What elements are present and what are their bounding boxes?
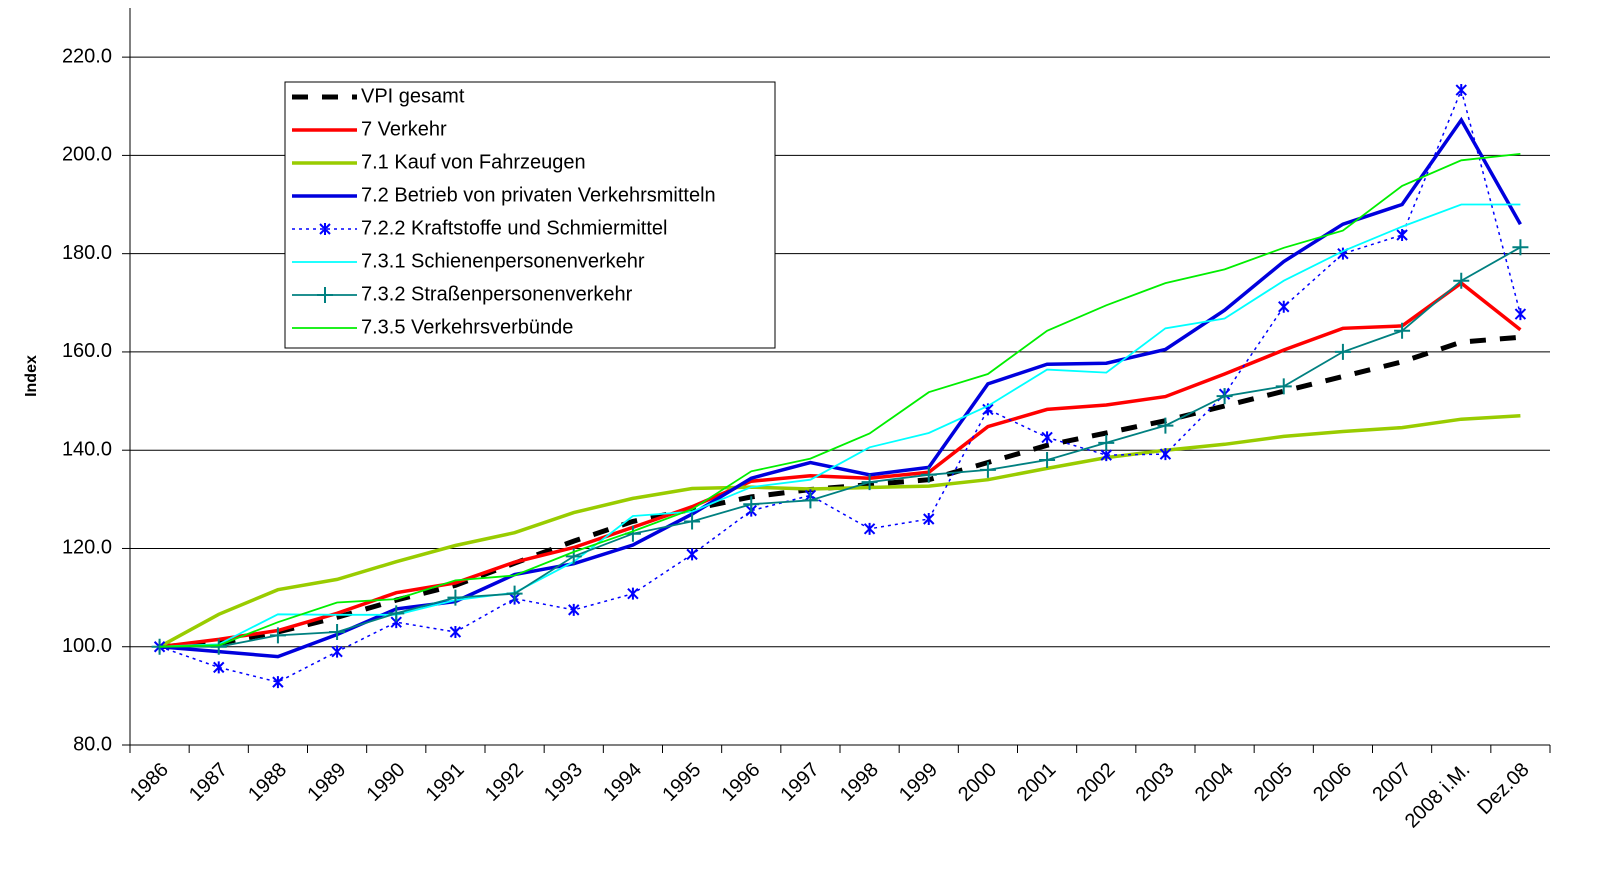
x-tick-label: 1990 (362, 759, 409, 806)
marker (802, 492, 819, 509)
legend-label: 7.3.2 Straßenpersonenverkehr (361, 283, 633, 305)
marker (506, 585, 523, 602)
legend-label: VPI gesamt (361, 85, 465, 107)
x-tick-label: 1996 (717, 759, 764, 806)
series-line (159, 246, 1521, 648)
x-tick-label: 1987 (185, 759, 232, 806)
x-tick-label: 2007 (1368, 759, 1415, 806)
legend: VPI gesamt 7 Verkehr 7.1 Kauf von Fahrzeug… (284, 81, 776, 349)
marker (1039, 452, 1056, 469)
marker (1334, 343, 1351, 360)
marker (1394, 322, 1411, 339)
legend-entry: 7.3.2 Straßenpersonenverkehr (292, 283, 633, 305)
x-tick-label: 2006 (1309, 759, 1356, 806)
marker (1041, 431, 1053, 444)
marker (743, 496, 760, 513)
legend-entry: 7.2.2 Kraftstoffe und Schmiermittel (292, 217, 667, 239)
y-tick-label: 160.0 (62, 340, 112, 362)
series-line (159, 87, 1522, 683)
series-line (158, 414, 1521, 649)
x-tick-label: 1998 (836, 759, 883, 806)
marker (1275, 378, 1292, 395)
x-tick-label: 1999 (895, 759, 942, 806)
x-tick-label: 2004 (1191, 759, 1238, 806)
x-tick-label: 2008 i.M. (1401, 759, 1475, 833)
series-line (159, 280, 1522, 649)
legend-label: 7.1 Kauf von Fahrzeugen (361, 151, 586, 173)
marker (269, 627, 286, 644)
y-tick-label: 80.0 (73, 733, 112, 755)
legend-label: 7 Verkehr (361, 118, 447, 140)
marker (684, 513, 701, 530)
x-tick-label: Dez.08 (1473, 759, 1533, 819)
y-tick-label: 200.0 (62, 144, 112, 166)
y-tick-label: 100.0 (62, 635, 112, 657)
x-tick-label: 1993 (540, 759, 587, 806)
x-tick-label: 2003 (1132, 759, 1179, 806)
series-line (159, 153, 1521, 648)
marker (923, 512, 935, 525)
y-tick-label: 140.0 (62, 438, 112, 460)
x-tick-label: 2000 (954, 759, 1001, 806)
x-tick-label: 1995 (658, 759, 705, 806)
y-tick-label: 180.0 (62, 242, 112, 264)
y-axis-label: Index (23, 355, 40, 397)
y-tick-label: 120.0 (62, 537, 112, 559)
marker (319, 223, 331, 235)
legend-box (284, 81, 776, 349)
marker (329, 623, 346, 640)
marker (979, 461, 996, 478)
marker (863, 522, 876, 535)
legend-entry: 7.2 Betrieb von privaten Verkehrsmitteln (292, 184, 716, 206)
marker (627, 587, 639, 600)
legend-entry: 7.3.5 Verkehrsverbünde (292, 316, 573, 338)
marker (568, 603, 580, 616)
marker (317, 287, 333, 303)
marker (861, 474, 878, 491)
marker (920, 466, 937, 483)
series-line (159, 116, 1522, 659)
marker (1453, 272, 1470, 289)
x-tick-label: 1997 (777, 759, 824, 806)
x-tick-label: 1986 (126, 759, 173, 806)
x-tick-label: 2001 (1013, 759, 1060, 806)
marker (1396, 228, 1408, 241)
legend-label: 7.2 Betrieb von privaten Verkehrsmitteln (361, 184, 716, 206)
marker (447, 589, 464, 606)
marker (1159, 448, 1172, 461)
x-tick-label: 1991 (422, 759, 469, 806)
marker (1514, 308, 1527, 321)
legend-label: 7.3.5 Verkehrsverbünde (361, 316, 573, 338)
marker (686, 548, 698, 561)
marker (1512, 239, 1529, 256)
series-line (159, 203, 1521, 648)
legend-entry: 7 Verkehr (292, 118, 447, 140)
marker (388, 605, 405, 622)
legend-label: 7.3.1 Schienenpersonenverkehr (361, 250, 645, 272)
marker (272, 676, 284, 689)
marker (1216, 388, 1233, 405)
legend-label: 7.2.2 Kraftstoffe und Schmiermittel (361, 217, 667, 239)
x-tick-label: 2002 (1072, 759, 1119, 806)
x-tick-label: 1992 (481, 759, 528, 806)
marker (449, 625, 462, 638)
y-tick-label: 220.0 (62, 45, 112, 67)
x-tick-label: 2005 (1250, 759, 1297, 806)
marker (331, 645, 343, 658)
legend-entry: VPI gesamt (292, 85, 465, 107)
legend-entry: 7.3.1 Schienenpersonenverkehr (292, 250, 645, 272)
x-tick-label: 1989 (303, 759, 350, 806)
marker (1157, 417, 1174, 434)
marker (213, 661, 225, 674)
marker (1100, 449, 1112, 462)
marker (210, 638, 227, 655)
marker (1278, 300, 1290, 313)
marker (1455, 84, 1467, 97)
x-tick-label: 1988 (244, 759, 291, 806)
x-tick-label: 1994 (599, 759, 646, 806)
marker (1098, 434, 1115, 451)
legend-entry: 7.1 Kauf von Fahrzeugen (292, 151, 586, 173)
